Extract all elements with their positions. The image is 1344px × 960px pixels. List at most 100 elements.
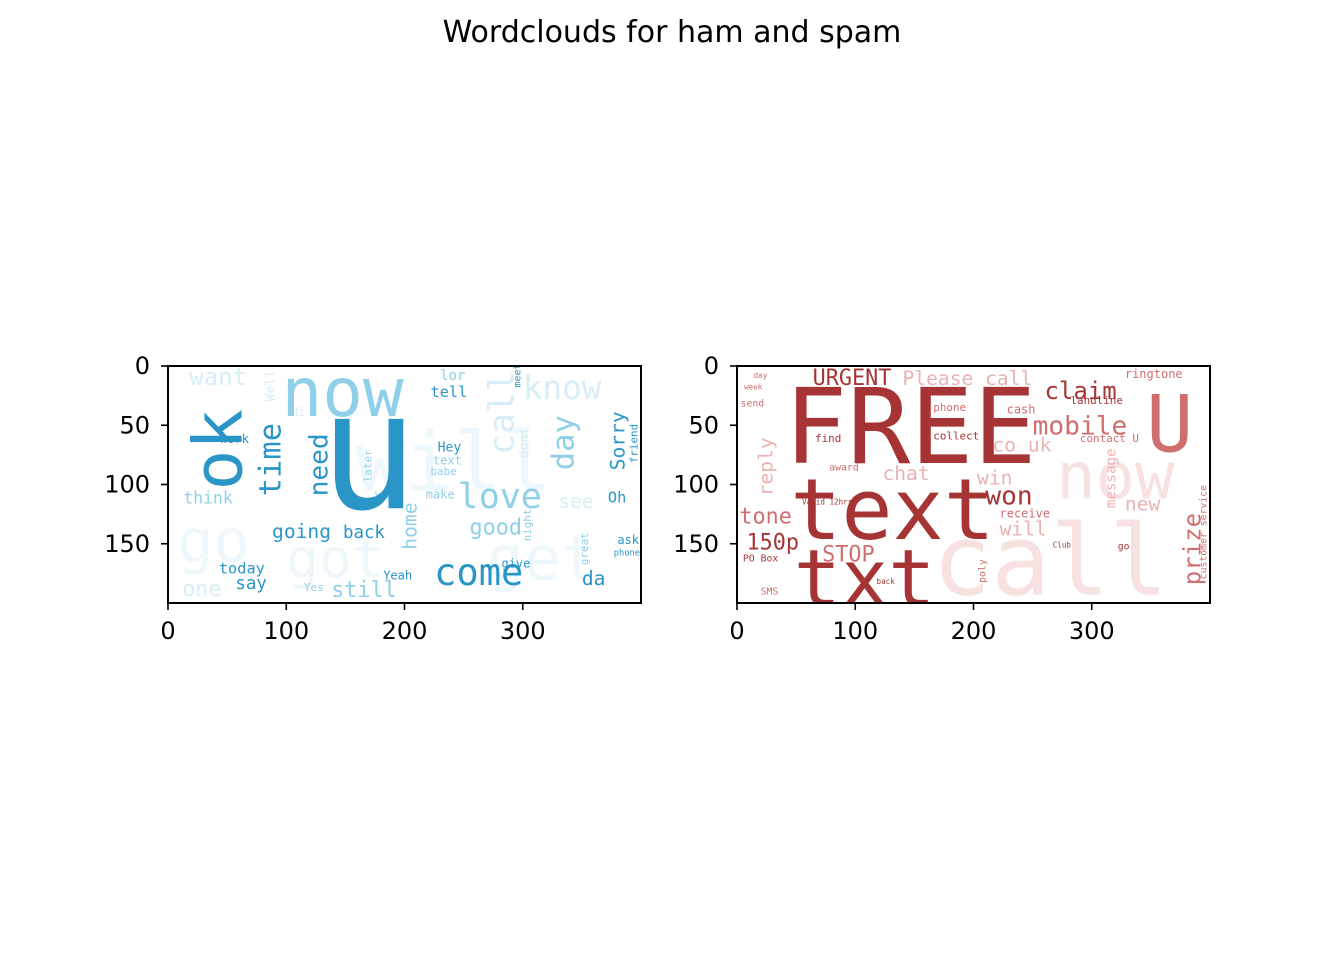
- word-ham: Sorry: [606, 411, 629, 470]
- word-spam: win: [977, 467, 1012, 490]
- word-ham: dont: [518, 427, 533, 459]
- x-tick-label: 200: [382, 617, 428, 645]
- word-ham: wat: [375, 488, 397, 502]
- x-tick-label: 300: [500, 617, 546, 645]
- y-tick-label: 150: [673, 530, 719, 558]
- word-spam: send: [741, 398, 765, 409]
- word-ham: time: [253, 423, 288, 496]
- word-ham: make: [426, 488, 455, 502]
- word-ham: today: [219, 559, 265, 577]
- word-spam: reply: [754, 437, 777, 496]
- x-tick-label: 100: [263, 617, 309, 645]
- word-spam: Please call: [903, 367, 1033, 390]
- y-tick-label: 0: [135, 352, 150, 380]
- word-spam: STOP: [822, 543, 875, 568]
- word-spam: phone: [933, 401, 966, 414]
- word-ham: come: [434, 551, 523, 594]
- wordcloud-background-spam: [737, 366, 1210, 603]
- word-spam: customer service: [1198, 485, 1209, 579]
- word-ham: got: [286, 526, 384, 590]
- word-spam: tone: [739, 505, 792, 530]
- word-spam: prize: [1179, 513, 1207, 585]
- word-spam: poly: [977, 559, 988, 583]
- word-spam: won: [985, 482, 1032, 512]
- word-ham: Yes: [304, 581, 324, 594]
- word-ham: go: [177, 507, 249, 577]
- word-ham: know: [523, 369, 602, 407]
- word-ham: Well: [263, 370, 278, 402]
- word-ham: friend: [627, 424, 640, 463]
- word-ham: work: [220, 432, 250, 446]
- word-ham: u: [319, 356, 417, 547]
- word-ham: say: [235, 574, 266, 594]
- word-spam: contact U: [1080, 432, 1139, 445]
- word-spam: txt: [794, 532, 936, 624]
- word-ham: phone: [614, 549, 640, 559]
- word-spam: PO Box: [743, 554, 778, 565]
- word-ham: want: [189, 363, 247, 391]
- word-ham: still: [331, 578, 397, 603]
- x-tick-label: 200: [951, 617, 997, 645]
- word-spam: Valid 12hrs: [802, 498, 852, 507]
- y-tick-label: 150: [104, 530, 150, 558]
- word-ham: get: [487, 523, 597, 594]
- word-ham: already: [338, 422, 352, 473]
- word-ham: back: [343, 523, 385, 543]
- word-ham: text: [433, 453, 462, 467]
- word-ham: ok: [178, 409, 257, 490]
- word-spam: text: [790, 461, 995, 560]
- word-ham: great: [578, 532, 591, 565]
- word-spam: week: [744, 383, 763, 392]
- word-spam: claim: [1044, 377, 1116, 405]
- word-spam: URGENT: [813, 366, 892, 391]
- word-spam: day: [754, 371, 768, 380]
- word-spam: ringtone: [1125, 367, 1183, 381]
- word-ham: home: [398, 502, 421, 549]
- word-ham: Hi: [291, 405, 305, 419]
- panel-ham: will go got get know want call see one already don…: [104, 352, 642, 645]
- word-ham: give: [501, 556, 530, 570]
- word-spam: landline: [1070, 394, 1122, 407]
- word-ham: lor: [440, 368, 466, 384]
- x-tick-label: 300: [1069, 617, 1115, 645]
- word-ham: think: [183, 488, 232, 507]
- word-spam: collect: [933, 429, 979, 442]
- wordcloud-ham: will go got get know want call see one already don…: [177, 353, 640, 603]
- word-ham: Hey: [438, 440, 462, 455]
- word-ham: later: [361, 449, 374, 482]
- wordcloud-background-ham: [168, 366, 641, 603]
- word-spam: back: [877, 577, 896, 586]
- word-ham: tell: [431, 383, 468, 401]
- y-tick-label: 100: [673, 471, 719, 499]
- y-tick-label: 50: [119, 411, 150, 439]
- word-ham: call: [482, 371, 522, 455]
- word-ham: now: [282, 353, 404, 432]
- word-spam: co uk: [992, 433, 1051, 456]
- word-ham: one: [182, 577, 221, 602]
- word-spam: award: [829, 462, 859, 473]
- word-ham: day: [547, 415, 582, 470]
- word-spam: FREE: [784, 366, 1036, 488]
- word-spam: receive: [1000, 507, 1051, 521]
- word-spam: message: [1103, 448, 1119, 508]
- word-ham: ask: [617, 533, 639, 547]
- word-spam: will: [1000, 517, 1047, 540]
- word-spam: call: [932, 505, 1168, 619]
- word-spam: now: [1056, 439, 1175, 515]
- y-tick-label: 0: [704, 352, 719, 380]
- word-spam: U: [1146, 378, 1193, 470]
- word-spam: cash: [1007, 402, 1036, 416]
- word-ham: going: [272, 520, 331, 543]
- word-ham: night: [521, 509, 534, 542]
- word-spam: find: [815, 432, 841, 445]
- word-ham: Oh: [608, 488, 626, 506]
- word-ham: da: [582, 567, 606, 590]
- y-tick-label: 100: [104, 471, 150, 499]
- figure-title: Wordclouds for ham and spam: [443, 15, 902, 50]
- word-ham: good: [470, 515, 522, 540]
- word-spam: SMS: [761, 587, 779, 598]
